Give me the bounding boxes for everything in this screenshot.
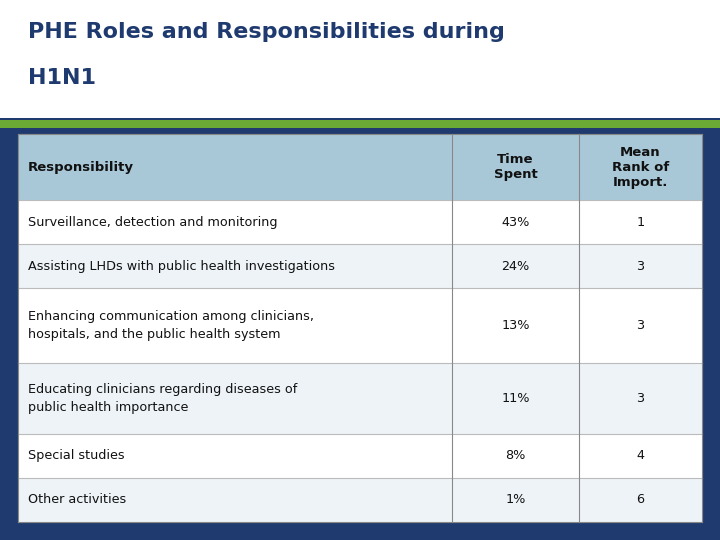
Text: 11%: 11% <box>501 392 530 405</box>
Text: 8%: 8% <box>505 449 526 462</box>
Bar <box>18 288 702 363</box>
Text: H1N1: H1N1 <box>28 68 96 88</box>
Text: 3: 3 <box>636 260 644 273</box>
Text: Mean
Rank of
Import.: Mean Rank of Import. <box>612 146 669 188</box>
Bar <box>0 120 720 128</box>
Bar <box>18 363 702 434</box>
Bar <box>18 478 702 522</box>
Text: Enhancing communication among clinicians,
hospitals, and the public health syste: Enhancing communication among clinicians… <box>28 310 314 341</box>
Bar <box>18 200 702 244</box>
Text: 1%: 1% <box>505 494 526 507</box>
Bar <box>0 0 720 118</box>
Text: Surveillance, detection and monitoring: Surveillance, detection and monitoring <box>28 215 277 228</box>
Bar <box>18 134 702 200</box>
Text: Assisting LHDs with public health investigations: Assisting LHDs with public health invest… <box>28 260 335 273</box>
Text: 13%: 13% <box>501 319 530 332</box>
Text: 6: 6 <box>636 494 644 507</box>
Text: Other activities: Other activities <box>28 494 126 507</box>
Text: 24%: 24% <box>502 260 530 273</box>
Bar <box>18 244 702 288</box>
Text: Special studies: Special studies <box>28 449 125 462</box>
Text: 3: 3 <box>636 392 644 405</box>
Text: 1: 1 <box>636 215 644 228</box>
Text: 43%: 43% <box>501 215 530 228</box>
Text: Time
Spent: Time Spent <box>494 153 538 181</box>
Text: Responsibility: Responsibility <box>28 160 134 173</box>
Text: 3: 3 <box>636 319 644 332</box>
Text: PHE Roles and Responsibilities during: PHE Roles and Responsibilities during <box>28 22 505 42</box>
Bar <box>18 434 702 478</box>
Bar <box>18 134 702 522</box>
Text: 4: 4 <box>636 449 644 462</box>
Text: Educating clinicians regarding diseases of
public health importance: Educating clinicians regarding diseases … <box>28 383 297 414</box>
